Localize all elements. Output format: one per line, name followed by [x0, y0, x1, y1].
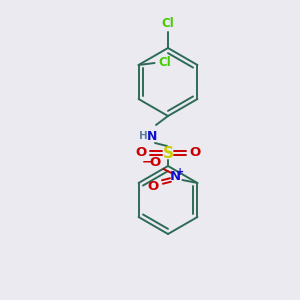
Text: O: O — [148, 181, 159, 194]
Text: O: O — [150, 155, 161, 169]
Text: O: O — [135, 146, 147, 160]
Text: +: + — [176, 167, 184, 177]
Text: H: H — [139, 131, 147, 141]
Text: O: O — [189, 146, 201, 160]
Text: −: − — [142, 155, 153, 169]
Text: S: S — [163, 146, 173, 160]
Text: Cl: Cl — [162, 17, 174, 30]
Text: N: N — [147, 130, 157, 143]
Text: N: N — [170, 170, 181, 184]
Text: Cl: Cl — [159, 56, 171, 70]
